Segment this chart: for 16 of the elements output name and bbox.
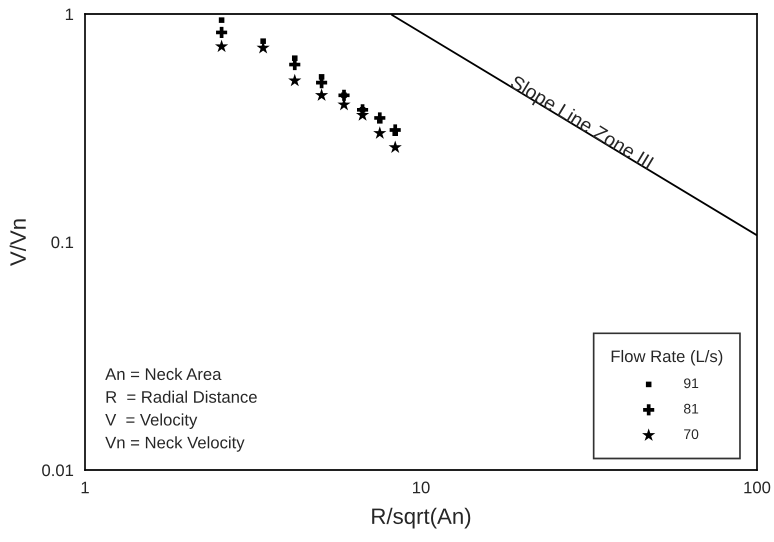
y-tick-label: 0.01	[42, 464, 74, 476]
annotation: V = Velocity	[105, 413, 198, 429]
x-tick-label: 100	[744, 482, 770, 494]
x-axis-title: R/sqrt(An)	[372, 508, 470, 528]
annotation: Vn = Neck Velocity	[105, 436, 245, 452]
y-axis-title: V/Vn	[10, 219, 26, 266]
legend-label: 91	[684, 378, 698, 388]
y-tick-label: 1	[66, 8, 74, 20]
legend-label: 81	[684, 404, 698, 414]
x-tick-label: 1	[82, 482, 89, 494]
x-tick-label: 10	[413, 482, 430, 494]
legend-label: 70	[684, 429, 698, 440]
annotation: R = Radial Distance	[106, 390, 257, 403]
y-tick-label: 0.1	[51, 236, 74, 248]
legend-title: Flow Rate (L/s)	[612, 350, 722, 366]
annotation: An = Neck Area	[105, 368, 222, 380]
